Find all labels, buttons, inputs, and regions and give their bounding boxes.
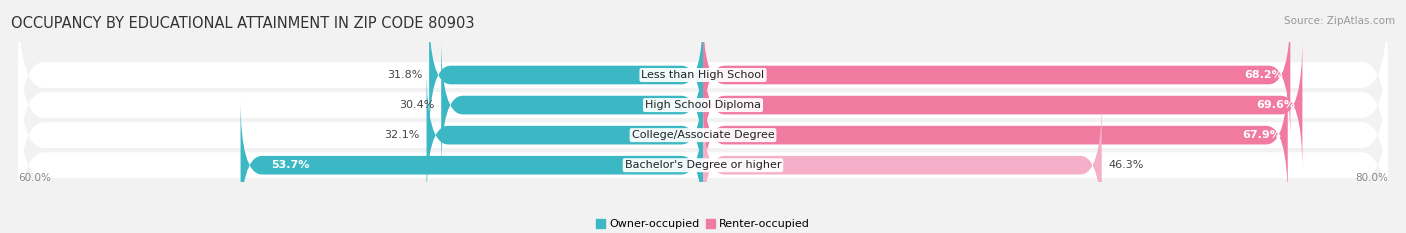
Text: Bachelor's Degree or higher: Bachelor's Degree or higher bbox=[624, 160, 782, 170]
FancyBboxPatch shape bbox=[18, 58, 1388, 212]
Text: 67.9%: 67.9% bbox=[1241, 130, 1281, 140]
FancyBboxPatch shape bbox=[703, 69, 1288, 201]
Legend: Owner-occupied, Renter-occupied: Owner-occupied, Renter-occupied bbox=[596, 219, 810, 229]
Text: College/Associate Degree: College/Associate Degree bbox=[631, 130, 775, 140]
Text: Less than High School: Less than High School bbox=[641, 70, 765, 80]
Text: 53.7%: 53.7% bbox=[271, 160, 309, 170]
FancyBboxPatch shape bbox=[703, 39, 1302, 171]
Text: High School Diploma: High School Diploma bbox=[645, 100, 761, 110]
FancyBboxPatch shape bbox=[429, 9, 703, 141]
FancyBboxPatch shape bbox=[703, 9, 1291, 141]
FancyBboxPatch shape bbox=[18, 28, 1388, 182]
FancyBboxPatch shape bbox=[18, 0, 1388, 152]
FancyBboxPatch shape bbox=[18, 88, 1388, 233]
FancyBboxPatch shape bbox=[426, 69, 703, 201]
FancyBboxPatch shape bbox=[240, 99, 703, 231]
Text: 32.1%: 32.1% bbox=[384, 130, 419, 140]
FancyBboxPatch shape bbox=[441, 39, 703, 171]
Text: OCCUPANCY BY EDUCATIONAL ATTAINMENT IN ZIP CODE 80903: OCCUPANCY BY EDUCATIONAL ATTAINMENT IN Z… bbox=[11, 16, 475, 31]
Text: 80.0%: 80.0% bbox=[1355, 173, 1388, 183]
Text: 30.4%: 30.4% bbox=[399, 100, 434, 110]
Text: 31.8%: 31.8% bbox=[387, 70, 422, 80]
Text: 69.6%: 69.6% bbox=[1257, 100, 1295, 110]
Text: 60.0%: 60.0% bbox=[18, 173, 51, 183]
Text: 46.3%: 46.3% bbox=[1108, 160, 1144, 170]
FancyBboxPatch shape bbox=[703, 99, 1102, 231]
Text: Source: ZipAtlas.com: Source: ZipAtlas.com bbox=[1284, 16, 1395, 26]
Text: 68.2%: 68.2% bbox=[1244, 70, 1284, 80]
